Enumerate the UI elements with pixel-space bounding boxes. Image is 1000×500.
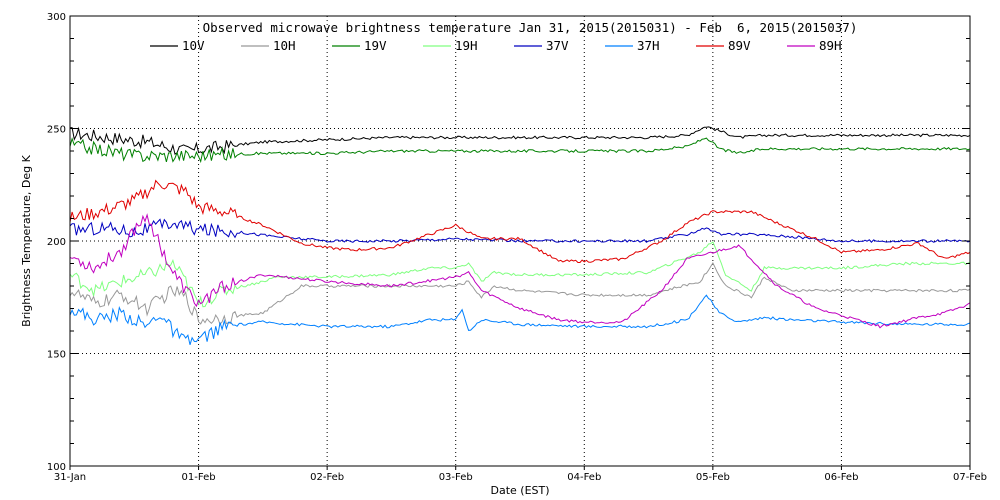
x-axis-label: Date (EST) — [490, 484, 549, 497]
y-tick-label: 100 — [47, 462, 66, 473]
y-axis-label: Brightness Temperature, Deg K — [20, 154, 33, 326]
legend-label-10h: 10H — [273, 38, 296, 53]
x-tick-label: 01-Feb — [182, 472, 216, 483]
x-tick-label: 03-Feb — [439, 472, 473, 483]
x-tick-label: 31-Jan — [54, 472, 86, 483]
legend-label-89h: 89H — [819, 38, 842, 53]
series-line-10v — [69, 126, 971, 155]
chart-title: Observed microwave brightness temperatur… — [203, 20, 858, 35]
y-tick-label: 200 — [47, 237, 66, 248]
x-tick-label: 07-Feb — [953, 472, 987, 483]
x-tick-label: 05-Feb — [696, 472, 730, 483]
legend-label-37h: 37H — [637, 38, 660, 53]
axis-ticks: 100 150 200 250 300 31-Jan 01-Feb 02-Feb 03-Feb 0… — [47, 12, 987, 483]
series-line-89v — [69, 179, 971, 263]
series-line-89h — [69, 213, 971, 329]
y-tick-label: 250 — [47, 125, 66, 136]
legend: 10V 10H 19V 19H 37V 37H 89V 89H — [150, 38, 842, 53]
x-tick-label: 04-Feb — [567, 472, 601, 483]
legend-label-89v: 89V — [728, 38, 751, 53]
series-line-19h — [69, 241, 971, 308]
legend-label-19h: 19H — [455, 38, 478, 53]
x-tick-label: 02-Feb — [310, 472, 344, 483]
series-line-19v — [69, 137, 971, 164]
legend-label-37v: 37V — [546, 38, 569, 53]
series-line-37h — [69, 294, 971, 345]
y-tick-label: 300 — [47, 12, 66, 23]
series-lines — [69, 126, 971, 345]
series-line-37v — [69, 218, 971, 243]
x-tick-label: 06-Feb — [824, 472, 858, 483]
legend-label-19v: 19V — [364, 38, 387, 53]
legend-label-10v: 10V — [182, 38, 205, 53]
y-tick-label: 150 — [47, 350, 66, 361]
